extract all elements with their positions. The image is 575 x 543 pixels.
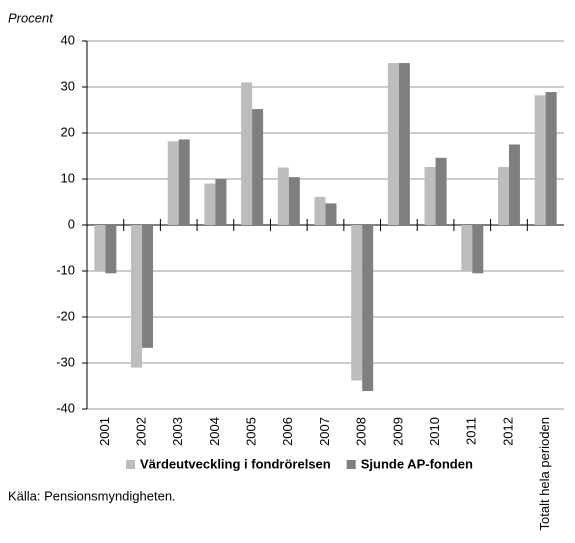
- x-tick-label: 2007: [317, 417, 332, 446]
- bar: [252, 109, 264, 225]
- bar: [215, 179, 227, 225]
- x-tick-label: 2011: [464, 417, 479, 445]
- bar: [534, 95, 546, 225]
- x-tick-label: 2004: [207, 417, 222, 446]
- bar: [508, 144, 520, 225]
- bar: [241, 82, 253, 226]
- legend-swatch: [126, 460, 135, 469]
- bar: [362, 225, 374, 392]
- x-tick-label: Totalt hela perioden: [537, 417, 552, 530]
- y-tick-label: 20: [61, 124, 75, 139]
- bar: [472, 225, 484, 274]
- bar: [387, 63, 399, 225]
- y-axis-label: Procent: [8, 10, 54, 25]
- bar: [461, 225, 473, 271]
- y-tick-label: 40: [61, 32, 75, 47]
- x-tick-label: 2002: [133, 417, 148, 446]
- y-tick-label: -30: [56, 354, 75, 369]
- bar: [288, 177, 300, 225]
- bar: [314, 196, 326, 225]
- bar: [94, 225, 106, 271]
- x-tick-label: 2012: [500, 417, 515, 446]
- bar: [277, 167, 289, 225]
- y-tick-label: -10: [56, 262, 75, 277]
- bar: [325, 203, 337, 225]
- x-tick-label: 2005: [244, 417, 259, 446]
- y-tick-label: 30: [61, 78, 75, 93]
- legend-label: Sjunde AP-fonden: [361, 456, 473, 471]
- bar: [105, 225, 117, 274]
- bar: [351, 225, 363, 381]
- bar: [435, 157, 447, 225]
- bar: [204, 183, 216, 225]
- y-tick-label: -20: [56, 308, 75, 323]
- x-tick-label: 2001: [97, 417, 112, 446]
- x-tick-label: 2008: [354, 417, 369, 446]
- legend-label: Värdeutveckling i fondrörelsen: [140, 456, 331, 471]
- x-tick-label: 2003: [170, 417, 185, 446]
- legend-swatch: [346, 460, 356, 469]
- bar: [178, 139, 190, 225]
- bar: [142, 225, 154, 348]
- bar: [131, 225, 143, 368]
- y-tick-label: 0: [68, 216, 75, 231]
- bar: [398, 63, 410, 225]
- x-tick-label: 2010: [427, 417, 442, 446]
- y-tick-label: -40: [56, 400, 75, 415]
- bar: [545, 92, 557, 225]
- bar: [167, 141, 179, 225]
- x-tick-label: 2006: [280, 417, 295, 446]
- bar: [497, 167, 509, 225]
- source: Källa: Pensionsmyndigheten.: [8, 488, 176, 503]
- bar: [424, 167, 436, 225]
- y-tick-label: 10: [61, 170, 75, 185]
- x-tick-label: 2009: [390, 417, 405, 446]
